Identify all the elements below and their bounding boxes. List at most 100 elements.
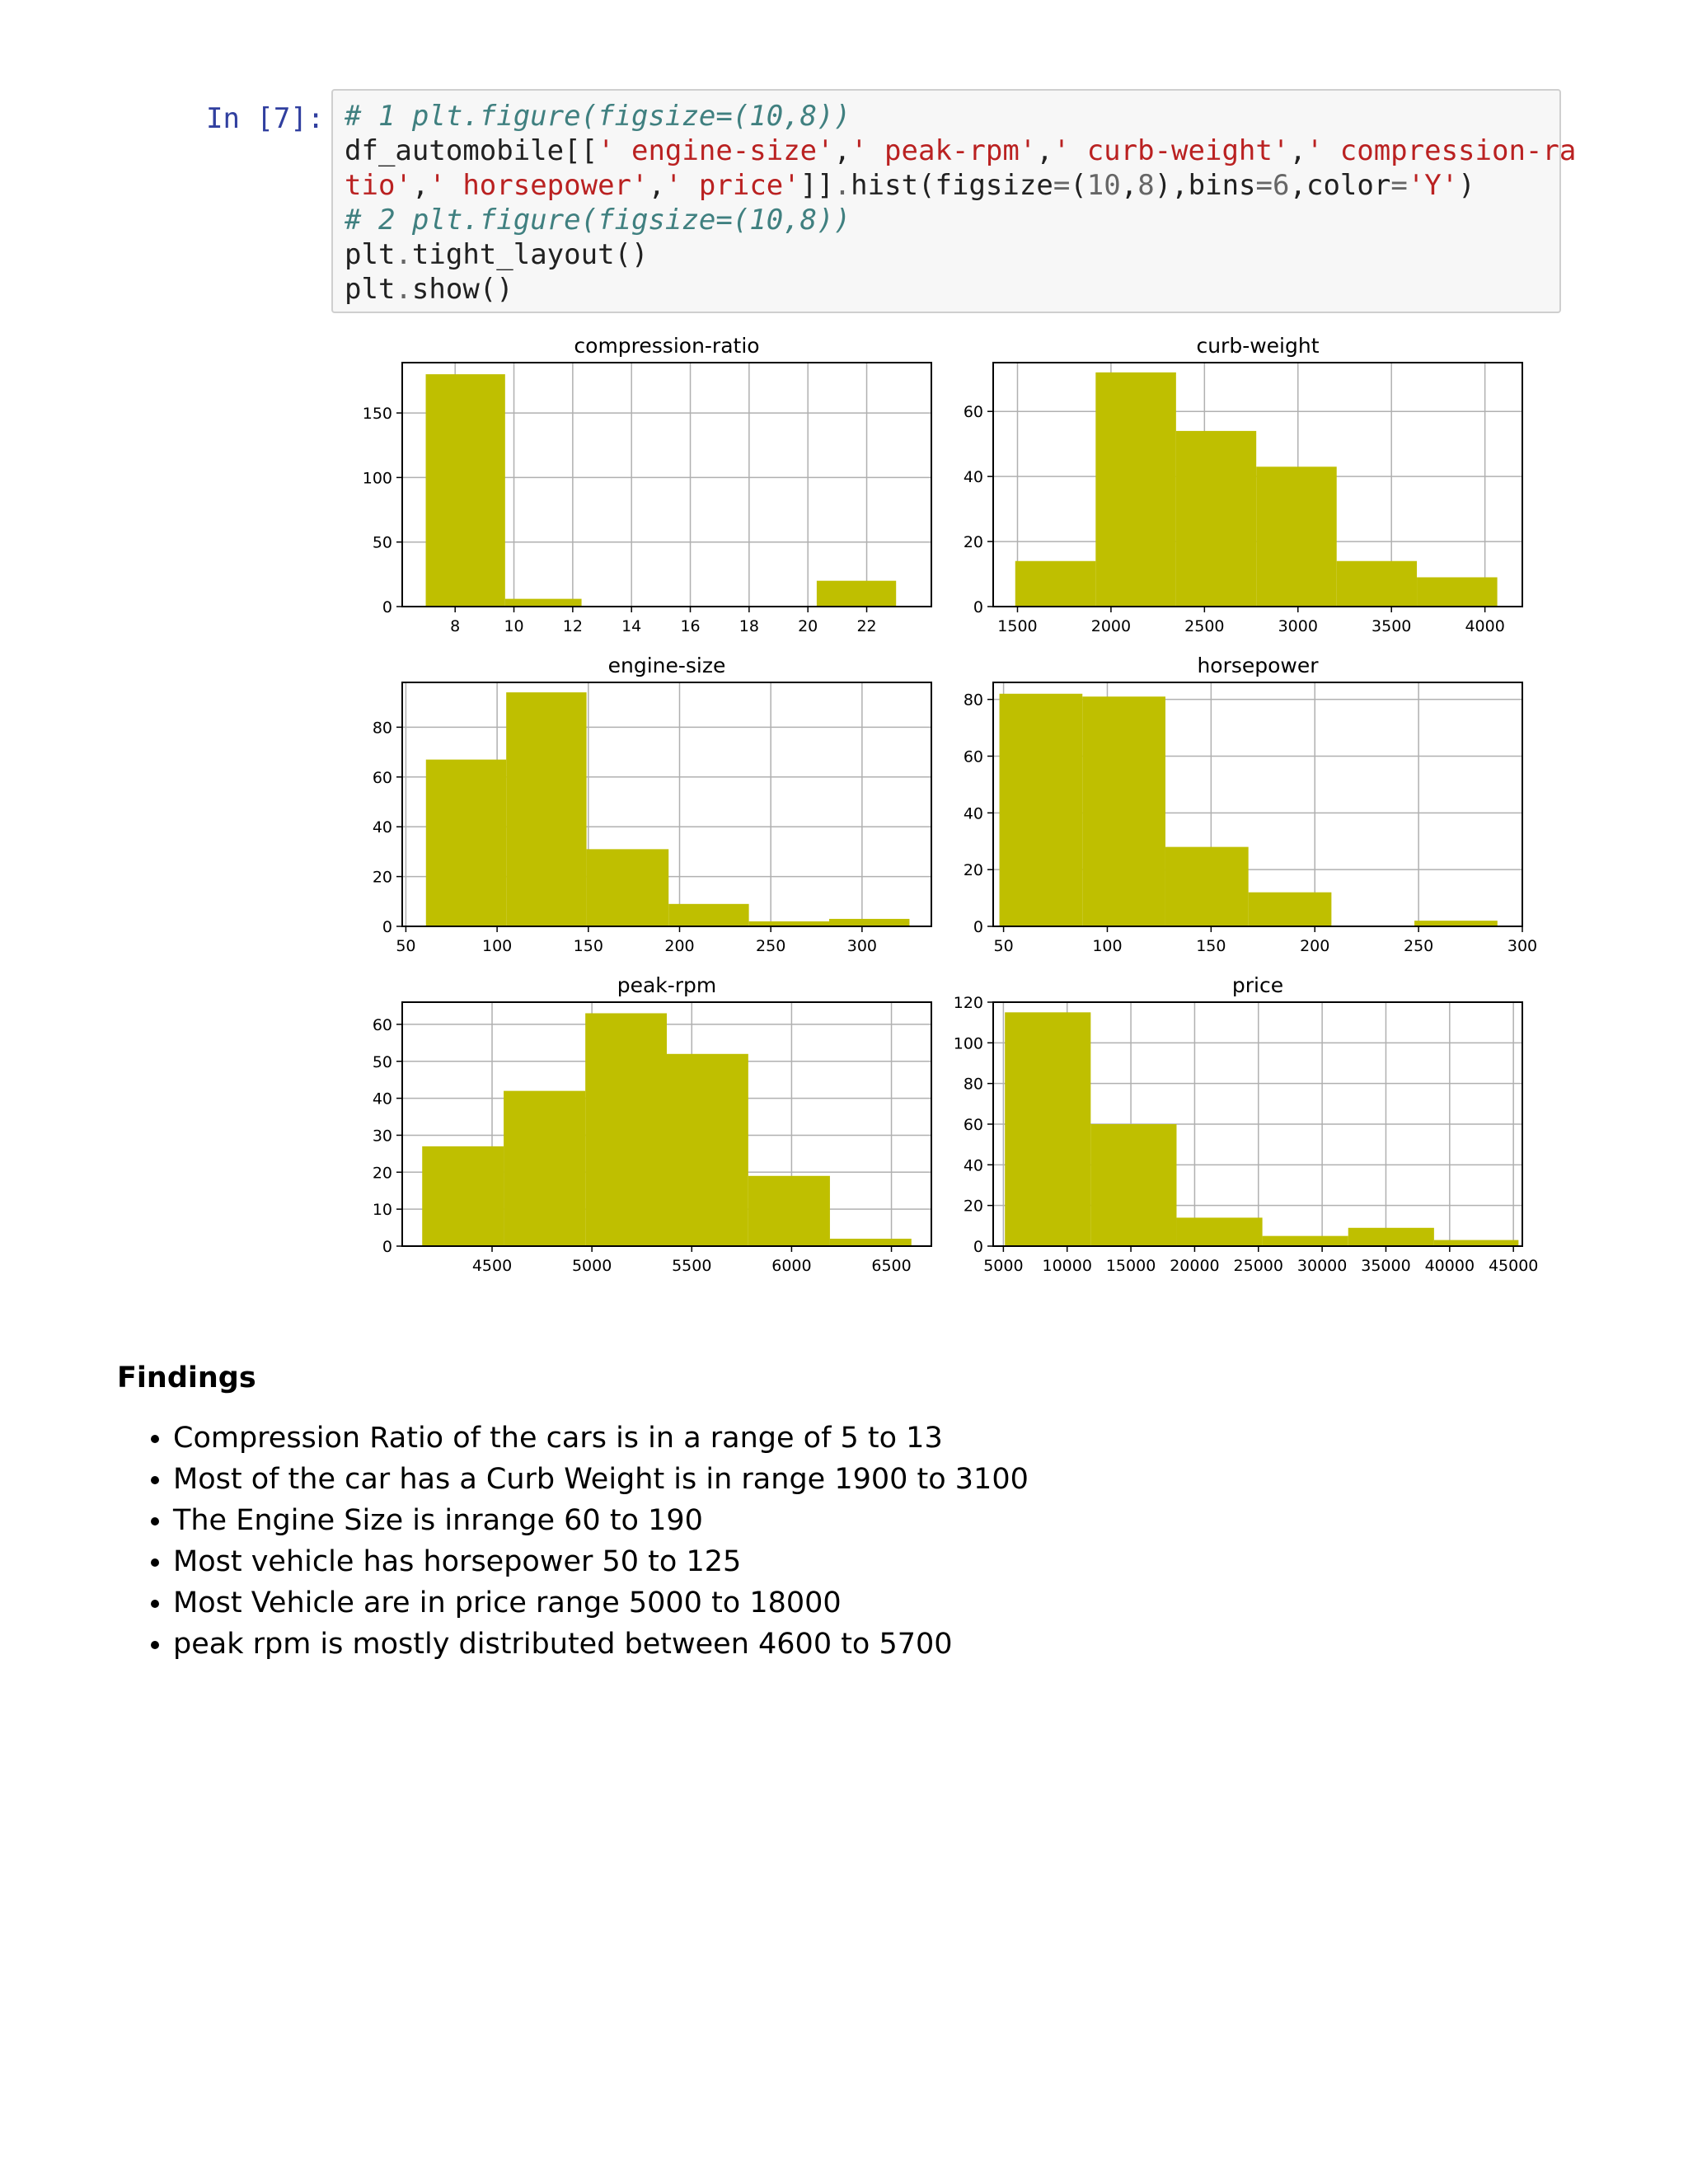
x-tick-label: 6500: [871, 1257, 911, 1275]
histogram-bar: [829, 1239, 912, 1246]
x-tick-label: 25000: [1234, 1257, 1283, 1275]
histogram-bar: [1005, 1012, 1091, 1246]
x-tick-label: 22: [856, 617, 876, 635]
code-token: (: [1070, 169, 1087, 202]
code-line: tio',' horsepower',' price']].hist(figsi…: [345, 168, 1548, 203]
code-token: 'Y': [1407, 169, 1459, 202]
y-tick-label: 100: [363, 469, 392, 487]
code-line: # 1 plt.figure(figsize=(10,8)): [345, 99, 1548, 134]
x-tick-label: 45000: [1489, 1257, 1538, 1275]
x-tick-label: 300: [847, 937, 877, 955]
input-prompt: In [7]:: [206, 102, 325, 135]
x-tick-label: 16: [680, 617, 700, 635]
x-tick-label: 200: [664, 937, 694, 955]
chart-title: horsepower: [1197, 654, 1319, 677]
code-token: # 2 plt.figure(figsize=(10,8)): [345, 204, 851, 237]
x-tick-label: 300: [1507, 937, 1537, 955]
y-tick-label: 80: [964, 1076, 983, 1094]
code-token: 10: [1086, 169, 1121, 202]
y-tick-label: 100: [954, 1034, 983, 1052]
histogram-bar: [585, 1013, 667, 1246]
code-line: # 2 plt.figure(figsize=(10,8)): [345, 203, 1548, 237]
code-editor[interactable]: # 1 plt.figure(figsize=(10,8)) df_automob…: [331, 89, 1576, 313]
histogram-compression-ratio: 8 10 12 14 16 18 20 22 0 50 100 150 compression-rati…: [363, 334, 932, 635]
histogram-bar: [506, 692, 587, 926]
code-token: hist(figsize: [851, 169, 1053, 202]
code-line: plt.tight_layout(): [345, 237, 1548, 272]
x-tick-label: 2500: [1184, 617, 1224, 635]
x-tick-label: 30000: [1297, 1257, 1347, 1275]
x-tick-label: 2000: [1091, 617, 1131, 635]
code-token: .: [833, 169, 851, 202]
finding-item: Most of the car has a Curb Weight is in …: [173, 1459, 1029, 1500]
histogram-bar: [586, 849, 669, 926]
x-tick-label: 20: [798, 617, 818, 635]
y-tick-label: 0: [382, 918, 392, 936]
code-line: plt.show(): [345, 272, 1548, 307]
x-tick-label: 40000: [1425, 1257, 1475, 1275]
histogram-price: 5000 10000 15000 20000 25000 30000 35000 40000 4…: [954, 973, 1539, 1275]
x-tick-label: 150: [574, 937, 603, 955]
y-tick-label: 40: [964, 468, 983, 486]
y-tick-label: 0: [973, 598, 983, 616]
code-token: ,color: [1289, 169, 1391, 202]
code-token: ' curb-weight': [1053, 134, 1290, 167]
y-tick-label: 0: [382, 598, 392, 616]
x-tick-label: 6000: [771, 1257, 811, 1275]
x-tick-label: 200: [1300, 937, 1329, 955]
y-tick-label: 60: [964, 403, 983, 421]
axes-frame: [992, 682, 1523, 927]
y-tick-label: 0: [973, 1238, 983, 1256]
histogram-bar: [1348, 1227, 1434, 1246]
y-tick-label: 0: [382, 1238, 392, 1256]
histogram-bar: [1256, 466, 1337, 607]
x-tick-label: 5000: [983, 1257, 1023, 1275]
chart-title: compression-ratio: [574, 334, 759, 358]
finding-item: Most Vehicle are in price range 5000 to …: [173, 1582, 1029, 1624]
y-tick-label: 40: [964, 804, 983, 823]
finding-item: The Engine Size is inrange 60 to 190: [173, 1500, 1029, 1541]
chart-title: engine-size: [608, 654, 726, 677]
x-tick-label: 18: [739, 617, 759, 635]
y-tick-label: 20: [964, 1197, 983, 1216]
y-tick-label: 60: [964, 1116, 983, 1134]
histogram-engine-size: 50 100 150 200 250 300 0 20 40 60 80 engine-size: [373, 654, 932, 955]
code-token: =: [1255, 169, 1273, 202]
code-line: df_automobile[[' engine-size',' peak-rpm…: [345, 134, 1576, 168]
code-token: ]]: [799, 169, 834, 202]
histogram-bar: [1175, 430, 1257, 607]
finding-item: peak rpm is mostly distributed between 4…: [173, 1624, 1029, 1665]
histogram-bar: [504, 1090, 586, 1246]
code-token: ,: [1120, 169, 1138, 202]
x-tick-label: 1500: [997, 617, 1037, 635]
code-token: ),bins: [1154, 169, 1256, 202]
y-tick-label: 20: [373, 1164, 392, 1182]
x-tick-label: 10000: [1042, 1257, 1091, 1275]
histogram-figure: 8 10 12 14 16 18 20 22050100150compression-rati…: [363, 334, 1539, 1275]
code-token: ' compression-ra: [1306, 134, 1577, 167]
x-tick-label: 100: [482, 937, 512, 955]
x-tick-label: 4000: [1465, 617, 1504, 635]
x-tick-label: 100: [1092, 937, 1122, 955]
x-tick-label: 10: [504, 617, 523, 635]
histogram-bar: [1165, 846, 1249, 926]
code-token: show(): [411, 273, 513, 306]
histogram-bar: [1090, 1124, 1177, 1246]
findings-list: Compression Ratio of the cars is in a ra…: [117, 1418, 1029, 1665]
code-token: ,: [833, 134, 851, 167]
x-tick-label: 14: [621, 617, 641, 635]
y-tick-label: 60: [373, 1016, 392, 1034]
histogram-horsepower: 50 100 150 200 250 300 0 20 40 60 80 horsepower: [964, 654, 1537, 955]
histogram-peak-rpm: 4500 5000 5500 6000 6500 0 10 20 30 40 50 60 peak-rp…: [373, 973, 932, 1275]
histogram-bar: [1248, 892, 1332, 926]
histogram-bar: [999, 693, 1083, 926]
y-tick-label: 150: [363, 405, 392, 423]
x-tick-label: 150: [1196, 937, 1226, 955]
histogram-bar: [748, 1175, 830, 1246]
x-tick-label: 250: [1404, 937, 1433, 955]
code-token: tio': [345, 169, 412, 202]
y-tick-label: 40: [373, 1090, 392, 1108]
code-token: plt: [345, 273, 396, 306]
x-tick-label: 3500: [1372, 617, 1411, 635]
histogram-bar: [816, 580, 897, 607]
